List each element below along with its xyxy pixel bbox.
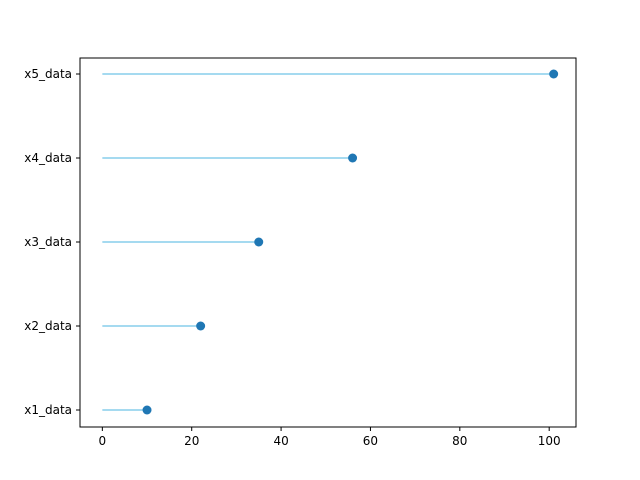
markers-layer bbox=[142, 69, 559, 415]
x-tick-label: 20 bbox=[184, 434, 199, 448]
y-tick-label: x2_data bbox=[24, 319, 72, 333]
x-axis-ticks: 0 20 40 60 80 100 bbox=[99, 427, 561, 448]
marker-x3_data bbox=[254, 237, 264, 247]
x-tick-label: 60 bbox=[363, 434, 378, 448]
x-tick-label: 40 bbox=[273, 434, 288, 448]
y-tick-label: x1_data bbox=[24, 403, 72, 417]
stems-layer bbox=[102, 73, 554, 411]
y-tick-label: x4_data bbox=[24, 151, 72, 165]
marker-x5_data bbox=[549, 69, 559, 79]
marker-x4_data bbox=[348, 153, 358, 163]
x-tick-label: 100 bbox=[538, 434, 561, 448]
marker-x2_data bbox=[196, 321, 206, 331]
y-tick-label: x3_data bbox=[24, 235, 72, 249]
y-tick-label: x5_data bbox=[24, 67, 72, 81]
x-tick-label: 0 bbox=[99, 434, 107, 448]
x-tick-label: 80 bbox=[452, 434, 467, 448]
y-axis-ticks: x1_data x2_data x3_data x4_data x5_data bbox=[24, 67, 80, 417]
marker-x1_data bbox=[142, 405, 152, 415]
